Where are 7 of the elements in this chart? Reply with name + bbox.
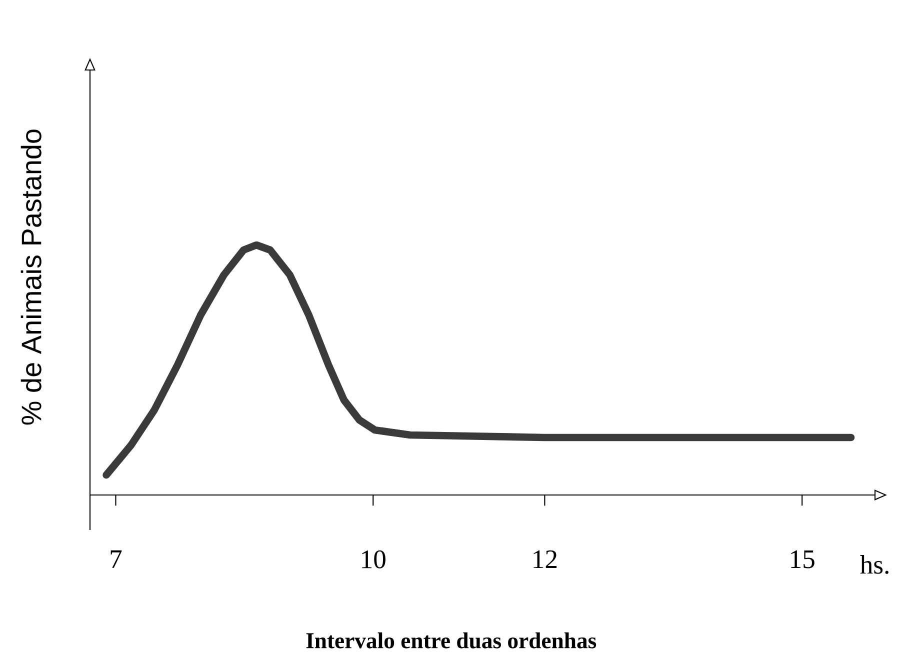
x-axis-title: Intervalo entre duas ordenhas <box>306 632 596 648</box>
x-tick-label: 12 <box>534 550 557 568</box>
y-axis-title: % de Animais Pastando <box>20 130 42 425</box>
x-tick-label: 10 <box>362 550 386 568</box>
text: hs. <box>860 555 888 574</box>
x-tick-label: 7 <box>110 550 122 568</box>
x-tick-label: 15 <box>791 550 814 568</box>
